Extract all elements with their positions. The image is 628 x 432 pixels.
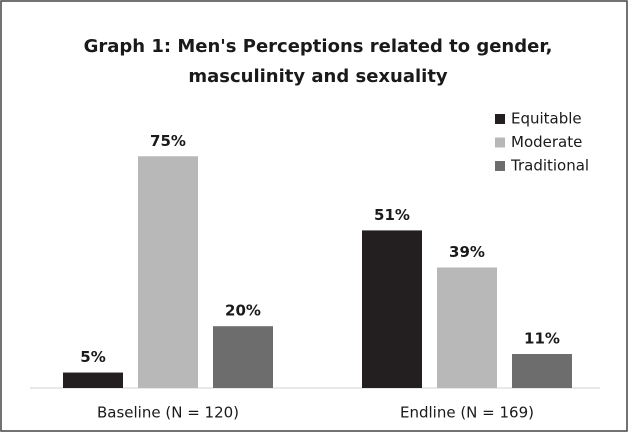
bar — [138, 156, 198, 388]
legend-swatch — [495, 161, 505, 171]
value-label: 51% — [374, 206, 410, 224]
value-label: 20% — [225, 302, 261, 320]
bar — [437, 267, 497, 388]
bar — [362, 230, 422, 388]
legend-swatch — [495, 114, 505, 124]
bar — [63, 372, 123, 388]
value-label: 11% — [524, 330, 560, 348]
legend-label: Moderate — [511, 133, 582, 151]
legend-swatch — [495, 137, 505, 148]
x-tick-label: Endline (N = 169) — [400, 404, 534, 422]
bar — [213, 326, 273, 388]
value-label: 5% — [80, 348, 105, 366]
chart-title: masculinity and sexuality — [188, 66, 448, 87]
legend-label: Equitable — [511, 110, 582, 128]
bar — [512, 354, 572, 388]
x-tick-label: Baseline (N = 120) — [97, 404, 239, 422]
legend-label: Traditional — [510, 157, 589, 175]
chart-title: Graph 1: Men's Perceptions related to ge… — [84, 36, 553, 57]
value-label: 75% — [150, 132, 186, 150]
value-label: 39% — [449, 243, 485, 261]
